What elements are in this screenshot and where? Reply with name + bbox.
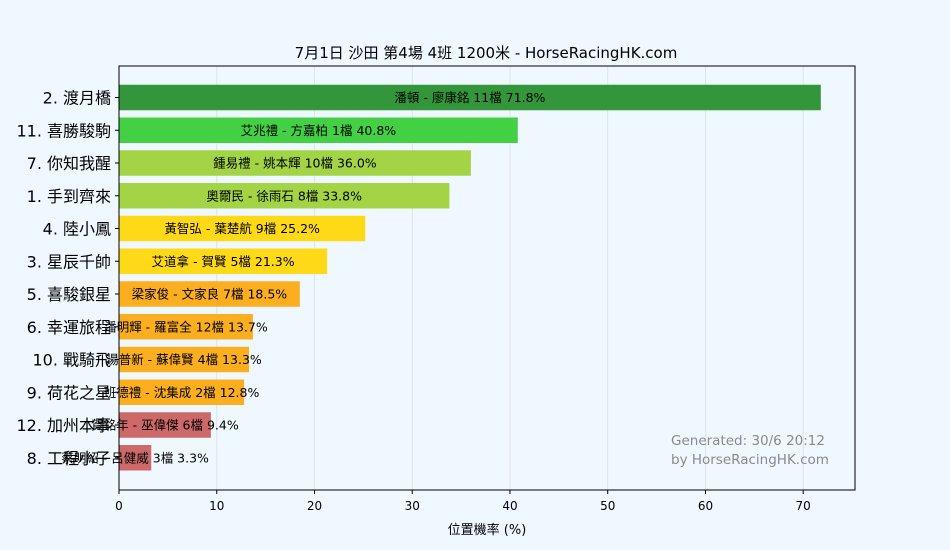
- bar-data-label: 蔡明紹 - 呂健威 3檔 3.3%: [61, 450, 209, 465]
- category-label: 6. 幸運旅程: [27, 318, 111, 337]
- category-label: 3. 星辰千帥: [27, 252, 111, 271]
- bar: [119, 346, 249, 373]
- category-label: 5. 喜駿銀星: [27, 285, 111, 304]
- plot-frame: [118, 65, 856, 491]
- x-tick-label: 50: [600, 499, 615, 513]
- x-tick-label: 60: [698, 499, 713, 513]
- bar: [119, 117, 518, 143]
- x-tick-label: 0: [115, 499, 123, 513]
- bar: [119, 281, 300, 307]
- bar-data-label: 艾道拿 - 賀賢 5檔 21.3%: [152, 254, 295, 269]
- category-label: 9. 荷花之星: [27, 383, 111, 402]
- x-tick-label: 70: [796, 499, 811, 513]
- bar-data-label: 潘明輝 - 羅富全 12檔 13.7%: [104, 319, 268, 334]
- bar-data-label: 奧爾民 - 徐雨石 8檔 33.8%: [206, 188, 362, 203]
- bar-data-label: 潘頓 - 廖康銘 11檔 71.8%: [394, 90, 545, 105]
- category-label: 11. 喜勝駿駒: [16, 121, 111, 140]
- bar: [119, 379, 245, 405]
- bar-data-label: 黃智弘 - 葉楚航 9檔 25.2%: [164, 221, 320, 236]
- bar: [119, 215, 366, 242]
- bar-data-label: 梁家俊 - 文家良 7檔 18.5%: [132, 287, 288, 302]
- category-label: 10. 戰騎飛: [32, 351, 111, 370]
- bar: [119, 445, 152, 471]
- x-tick-label: 10: [209, 499, 224, 513]
- category-label: 4. 陸小鳳: [43, 220, 111, 239]
- watermark-generated: Generated: 30/6 20:12: [671, 433, 825, 449]
- x-tick-label: 30: [405, 499, 420, 513]
- bar: [119, 314, 253, 340]
- bar: [119, 150, 471, 176]
- bar-data-label: 湯普新 - 蘇偉賢 4檔 13.3%: [106, 352, 262, 367]
- category-label: 12. 加州本事: [16, 416, 111, 435]
- x-tick-label: 20: [307, 499, 322, 513]
- category-label: 7. 你知我醒: [27, 154, 111, 173]
- bar: [119, 248, 328, 274]
- x-tick-label: 40: [502, 499, 517, 513]
- category-label: 1. 手到齊來: [27, 187, 111, 206]
- category-label: 8. 工程小子: [27, 449, 111, 468]
- category-label: 2. 渡月橋: [43, 89, 111, 108]
- bar: [119, 412, 211, 438]
- bar: [119, 84, 821, 111]
- bar-data-label: 艾兆禮 - 方嘉柏 1檔 40.8%: [241, 123, 397, 138]
- bar-data-label: 賀銘年 - 巫偉傑 6檔 9.4%: [91, 418, 239, 433]
- bar-data-label: 班德禮 - 沈集成 2檔 12.8%: [104, 385, 260, 400]
- chart-title: 7月1日 沙田 第4場 4班 1200米 - HorseRacingHK.com: [295, 44, 678, 62]
- x-axis-label: 位置機率 (%): [448, 522, 527, 538]
- watermark-site: by HorseRacingHK.com: [671, 452, 829, 468]
- bar-data-label: 鍾易禮 - 姚本輝 10檔 36.0%: [213, 156, 377, 171]
- bar: [119, 183, 450, 209]
